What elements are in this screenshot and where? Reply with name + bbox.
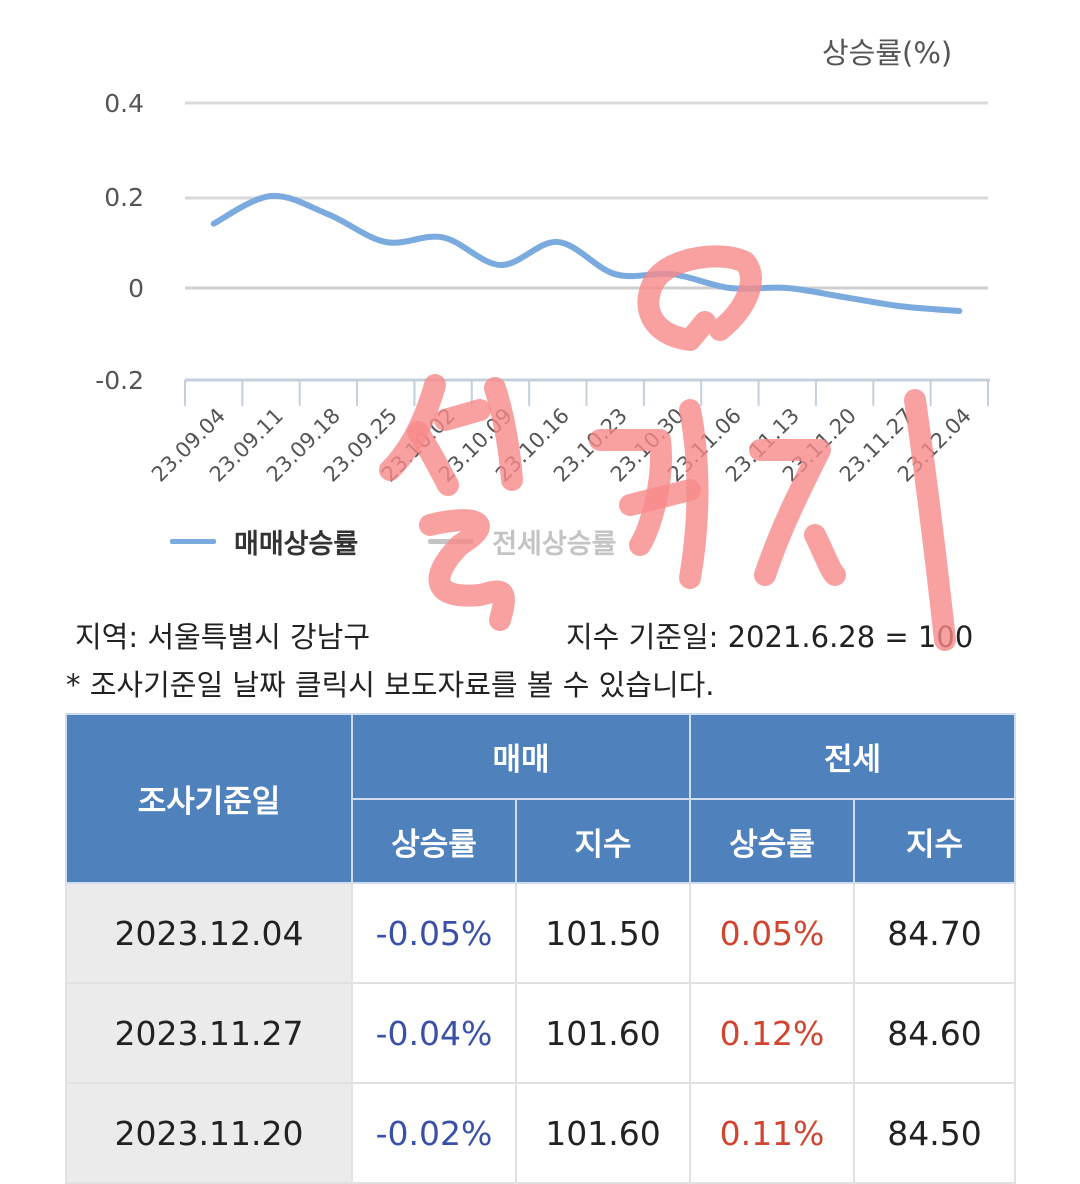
index-base-date: 지수 기준일: 2021.6.28 = 100 xyxy=(566,620,974,654)
table-row: 2023.12.04 -0.05% 101.50 0.05% 84.70 xyxy=(65,882,1016,984)
region-label: 지역: 서울특별시 강남구 xyxy=(75,620,371,654)
legend-label: 매매상승률 xyxy=(234,529,359,560)
jeonse-rate-cell: 0.11% xyxy=(689,1082,855,1184)
chart-plot-area xyxy=(184,101,990,406)
sale-index-cell: 101.60 xyxy=(515,982,691,1084)
legend-item-sale-rate[interactable]: 매매상승률 xyxy=(170,522,358,561)
rate-chart: 상승률(%) 0.4 0.2 0 -0.2 23.09.04 23.09.11 23… xyxy=(95,36,990,561)
header-survey-date: 조사기준일 xyxy=(65,713,353,884)
legend-line-icon xyxy=(170,539,216,544)
header-sale: 매매 xyxy=(351,713,691,800)
survey-date-link[interactable]: 2023.12.04 xyxy=(65,882,353,984)
sale-rate-line xyxy=(210,192,963,314)
jeonse-index-cell: 84.70 xyxy=(853,882,1016,984)
table-row: 2023.11.27 -0.04% 101.60 0.12% 84.60 xyxy=(65,982,1016,1084)
y-tick-0: 0 xyxy=(128,274,144,303)
legend-line-icon xyxy=(428,539,475,544)
sale-rate-cell: -0.05% xyxy=(351,882,517,984)
jeonse-rate-cell: 0.05% xyxy=(689,882,855,984)
sale-rate-cell: -0.04% xyxy=(351,982,517,1084)
chart-legend: 매매상승률 전세상승률 xyxy=(170,522,670,561)
sale-index-cell: 101.50 xyxy=(515,882,691,984)
y-axis-unit-label: 상승률(%) xyxy=(822,36,953,70)
jeonse-index-cell: 84.60 xyxy=(853,982,1016,1084)
jeonse-rate-cell: 0.12% xyxy=(689,982,855,1084)
rate-table: 조사기준일 매매 전세 상승률 지수 상승률 지수 2023.12.04 -0.… xyxy=(65,713,1016,1184)
y-tick-0.2: 0.2 xyxy=(104,183,144,212)
legend-label: 전세상승률 xyxy=(492,529,617,560)
legend-item-jeonse-rate[interactable]: 전세상승률 xyxy=(428,522,616,561)
survey-date-link[interactable]: 2023.11.20 xyxy=(65,1082,353,1184)
header-jeonse-rate: 상승률 xyxy=(689,798,855,884)
header-sale-index: 지수 xyxy=(515,798,691,884)
sale-index-cell: 101.60 xyxy=(515,1082,691,1184)
y-tick-neg-0.2: -0.2 xyxy=(95,366,144,395)
table-row: 2023.11.20 -0.02% 101.60 0.11% 84.50 xyxy=(65,1082,1016,1184)
survey-date-link[interactable]: 2023.11.27 xyxy=(65,982,353,1084)
sale-rate-cell: -0.02% xyxy=(351,1082,517,1184)
x-axis-ticks xyxy=(184,380,989,406)
header-jeonse: 전세 xyxy=(689,713,1016,800)
header-jeonse-index: 지수 xyxy=(853,798,1016,884)
note-text: * 조사기준일 날짜 클릭시 보도자료를 볼 수 있습니다. xyxy=(66,668,715,702)
header-sale-rate: 상승률 xyxy=(351,798,517,884)
jeonse-index-cell: 84.50 xyxy=(853,1082,1016,1184)
y-tick-0.4: 0.4 xyxy=(104,89,144,118)
